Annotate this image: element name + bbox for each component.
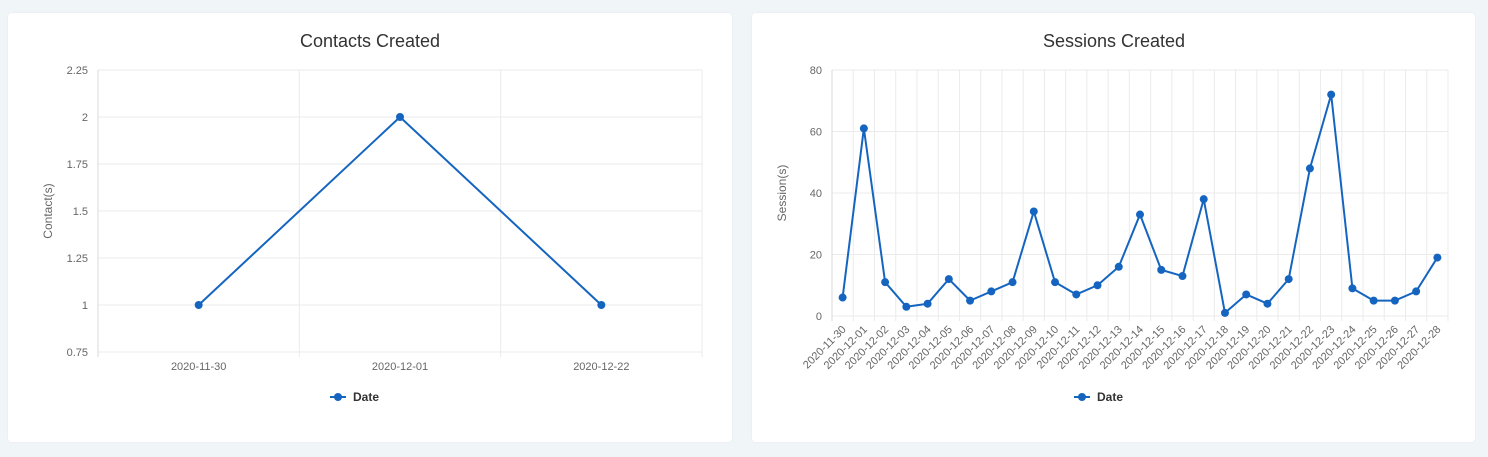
y-axis-title: Session(s) bbox=[775, 165, 789, 222]
sessions-chart: Sessions Created806040200Session(s)2020-… bbox=[775, 31, 1449, 404]
contacts-chart: Contacts Created 2.25 2 1.75 1.5 1.25 1 0.75 Con… bbox=[41, 31, 703, 404]
data-point bbox=[1263, 299, 1272, 308]
data-point bbox=[1327, 90, 1336, 99]
legend-label: Date bbox=[353, 390, 379, 404]
data-point bbox=[194, 301, 203, 309]
y-tick-label: 80 bbox=[810, 65, 822, 77]
data-point bbox=[1199, 195, 1208, 204]
x-tick-label: 2020-12-01 bbox=[372, 361, 428, 373]
data-point bbox=[1220, 308, 1229, 317]
legend-marker bbox=[1078, 393, 1086, 401]
data-point bbox=[1093, 281, 1102, 290]
y-tick-label: 20 bbox=[810, 250, 822, 262]
y-axis-title: Contact(s) bbox=[41, 183, 55, 238]
y-tick-label: 1 bbox=[82, 300, 88, 312]
data-point bbox=[1433, 253, 1442, 262]
legend-label: Date bbox=[1097, 390, 1123, 404]
data-point bbox=[1114, 262, 1123, 271]
y-tick-label: 1.25 bbox=[67, 253, 88, 265]
x-tick-label: 2020-11-30 bbox=[171, 361, 226, 373]
x-tick-label: 2020-12-22 bbox=[573, 361, 629, 373]
data-point bbox=[1284, 275, 1293, 284]
chart-title: Sessions Created bbox=[1043, 31, 1185, 51]
y-tick-label: 1.75 bbox=[67, 159, 88, 171]
data-point bbox=[966, 296, 975, 305]
y-tick-label: 60 bbox=[810, 127, 822, 139]
legend-marker bbox=[334, 393, 342, 401]
y-tick-label: 0 bbox=[816, 311, 822, 323]
data-point bbox=[1029, 207, 1038, 216]
data-point bbox=[881, 278, 890, 287]
chart-title: Contacts Created bbox=[300, 31, 440, 51]
data-point bbox=[859, 124, 868, 133]
data-point bbox=[944, 275, 953, 284]
data-point bbox=[1178, 272, 1187, 281]
y-tick-label: 2.25 bbox=[67, 65, 88, 77]
data-point bbox=[902, 302, 911, 311]
data-point bbox=[1157, 265, 1166, 274]
data-point bbox=[1305, 164, 1314, 173]
y-tick-label: 0.75 bbox=[67, 347, 88, 359]
y-tick-label: 40 bbox=[810, 188, 822, 200]
data-point bbox=[1008, 278, 1017, 287]
data-point bbox=[1136, 210, 1144, 219]
data-point bbox=[1412, 287, 1421, 296]
data-point bbox=[923, 299, 932, 308]
data-point bbox=[597, 301, 606, 309]
contacts-chart-card: Contacts Created 2.25 2 1.75 1.5 1.25 1 0.75 Con… bbox=[8, 13, 732, 442]
y-tick-label: 2 bbox=[82, 112, 88, 124]
data-point bbox=[1072, 290, 1081, 299]
data-point bbox=[1390, 296, 1399, 305]
data-point bbox=[1369, 296, 1378, 305]
sessions-chart-card: Sessions Created 80 60 40 20 0 Session(s) 2020-… bbox=[752, 13, 1475, 442]
data-point bbox=[396, 113, 404, 121]
data-point bbox=[838, 293, 847, 302]
y-tick-label: 1.5 bbox=[73, 206, 88, 218]
data-point bbox=[1242, 290, 1251, 299]
series-line bbox=[841, 93, 1439, 314]
data-point bbox=[1051, 278, 1060, 287]
data-point bbox=[987, 287, 996, 296]
data-point bbox=[1348, 284, 1357, 293]
